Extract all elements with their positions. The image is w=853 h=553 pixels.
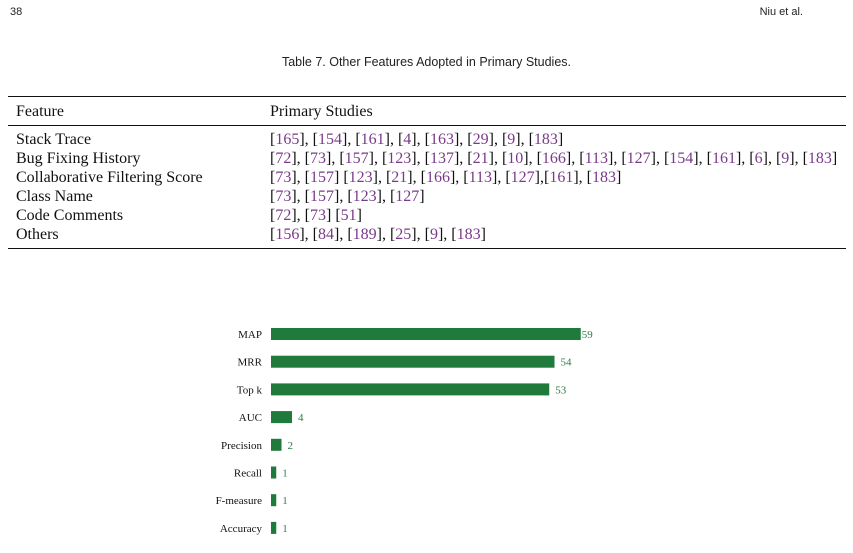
studies-cell: [165], [154], [161], [4], [163], [29], […	[270, 131, 564, 148]
citation-link[interactable]: 127	[395, 188, 420, 205]
citation-link[interactable]: 84	[317, 226, 334, 243]
category-label: AUC	[239, 412, 262, 424]
table-body: Stack Trace [165], [154], [161], [4], [16…	[8, 126, 846, 249]
category-label: Precision	[221, 440, 262, 452]
studies-cell: [73], [157] [123], [21], [166], [113], […	[270, 169, 622, 186]
bar	[271, 411, 292, 424]
citation-link[interactable]: 161	[549, 169, 574, 186]
table-row: Bug Fixing History [72], [73], [157], [12…	[8, 149, 846, 168]
studies-cell: [73], [157], [123], [127]	[270, 188, 425, 205]
citation-link[interactable]: 163	[429, 131, 454, 148]
feature-cell: Bug Fixing History	[16, 150, 141, 167]
citation-link[interactable]: 21	[472, 150, 489, 167]
citation-link[interactable]: 183	[591, 169, 616, 186]
category-label: MRR	[238, 357, 263, 369]
studies-cell: [156], [84], [189], [25], [9], [183]	[270, 226, 486, 243]
feature-cell: Stack Trace	[16, 131, 92, 148]
citation-link[interactable]: 127	[510, 169, 535, 186]
citation-link[interactable]: 189	[352, 226, 377, 243]
citation-link[interactable]: 73	[309, 207, 326, 224]
feature-cell: Others	[16, 226, 59, 243]
column-header-feature: Feature	[16, 103, 64, 120]
value-label: 1	[282, 523, 288, 535]
feature-cell: Collaborative Filtering Score	[16, 169, 203, 186]
metrics-bar-chart: MAP 59 MRR 54 Top k 53 AUC 4 Precision 2 Recall 1 F-…	[0, 318, 853, 548]
citation-link[interactable]: 9	[429, 226, 438, 243]
citation-link[interactable]: 154	[669, 150, 694, 167]
citation-link[interactable]: 21	[391, 169, 408, 186]
citation-link[interactable]: 123	[387, 150, 412, 167]
citation-link[interactable]: 123	[348, 169, 373, 186]
citation-link[interactable]: 157	[309, 188, 334, 205]
value-label: 54	[561, 357, 573, 369]
studies-cell: [72], [73], [157], [123], [137], [21], […	[270, 150, 838, 167]
citation-link[interactable]: 9	[507, 131, 516, 148]
value-label: 1	[282, 495, 288, 507]
table-caption: Table 7. Other Features Adopted in Prima…	[281, 55, 572, 69]
citation-link[interactable]: 127	[626, 150, 651, 167]
citation-link[interactable]: 73	[309, 150, 326, 167]
citation-link[interactable]: 25	[395, 226, 412, 243]
table-row: Code Comments [72], [73] [51]	[8, 206, 846, 225]
table-header-row: Feature Primary Studies	[8, 96, 846, 126]
running-author: Niu et al.	[759, 6, 803, 18]
bar	[271, 466, 277, 479]
value-label: 1	[282, 468, 288, 480]
page-number: 38	[10, 6, 23, 18]
citation-link[interactable]: 10	[507, 150, 524, 167]
citation-link[interactable]: 72	[275, 150, 292, 167]
citation-link[interactable]: 113	[584, 150, 608, 167]
bar	[271, 438, 282, 451]
citation-link[interactable]: 183	[456, 226, 481, 243]
value-label: 53	[555, 384, 567, 396]
citation-link[interactable]: 29	[472, 131, 489, 148]
value-label: 59	[582, 329, 594, 341]
category-label: Recall	[234, 468, 262, 480]
citation-link[interactable]: 73	[275, 188, 292, 205]
citation-link[interactable]: 161	[360, 131, 385, 148]
features-table: Feature Primary Studies Stack Trace [165]…	[8, 96, 846, 249]
citation-link[interactable]: 113	[468, 169, 493, 186]
table-row: Collaborative Filtering Score [73], [157]…	[8, 168, 846, 187]
bar	[271, 494, 277, 507]
citation-link[interactable]: 6	[754, 150, 763, 167]
citation-link[interactable]: 4	[403, 131, 412, 148]
citation-link[interactable]: 123	[352, 188, 377, 205]
category-label: Top k	[237, 384, 263, 396]
citation-link[interactable]: 166	[541, 150, 566, 167]
citation-link[interactable]: 183	[807, 150, 832, 167]
bar	[271, 383, 550, 396]
bar	[271, 355, 555, 368]
bar	[271, 521, 277, 534]
citation-link[interactable]: 137	[429, 150, 454, 167]
citation-link[interactable]: 157	[344, 150, 369, 167]
column-header-primary-studies: Primary Studies	[270, 103, 373, 120]
category-label: F-measure	[216, 495, 263, 507]
feature-cell: Class Name	[16, 188, 93, 205]
feature-cell: Code Comments	[16, 207, 124, 224]
category-label: MAP	[238, 329, 262, 341]
citation-link[interactable]: 9	[781, 150, 790, 167]
citation-link[interactable]: 183	[533, 131, 558, 148]
citation-link[interactable]: 166	[425, 169, 450, 186]
studies-cell: [72], [73] [51]	[270, 207, 362, 224]
citation-link[interactable]: 72	[275, 207, 292, 224]
chart-svg: MAP 59 MRR 54 Top k 53 AUC 4 Precision 2 Recall 1 F-…	[216, 328, 594, 535]
table-row: Stack Trace [165], [154], [161], [4], [16…	[8, 126, 846, 150]
citation-link[interactable]: 157	[309, 169, 334, 186]
citation-link[interactable]: 161	[711, 150, 736, 167]
category-label: Accuracy	[220, 523, 263, 535]
citation-link[interactable]: 51	[340, 207, 357, 224]
citation-link[interactable]: 73	[275, 169, 292, 186]
value-label: 2	[288, 440, 294, 452]
citation-link[interactable]: 156	[275, 226, 300, 243]
value-label: 4	[298, 412, 304, 424]
citation-link[interactable]: 154	[317, 131, 342, 148]
citation-link[interactable]: 165	[275, 131, 300, 148]
table-row: Class Name [73], [157], [123], [127]	[8, 187, 846, 206]
bar	[271, 328, 581, 340]
table-row: Others [156], [84], [189], [25], [9], [18…	[8, 225, 846, 249]
running-head: 38 Niu et al.	[0, 6, 853, 20]
